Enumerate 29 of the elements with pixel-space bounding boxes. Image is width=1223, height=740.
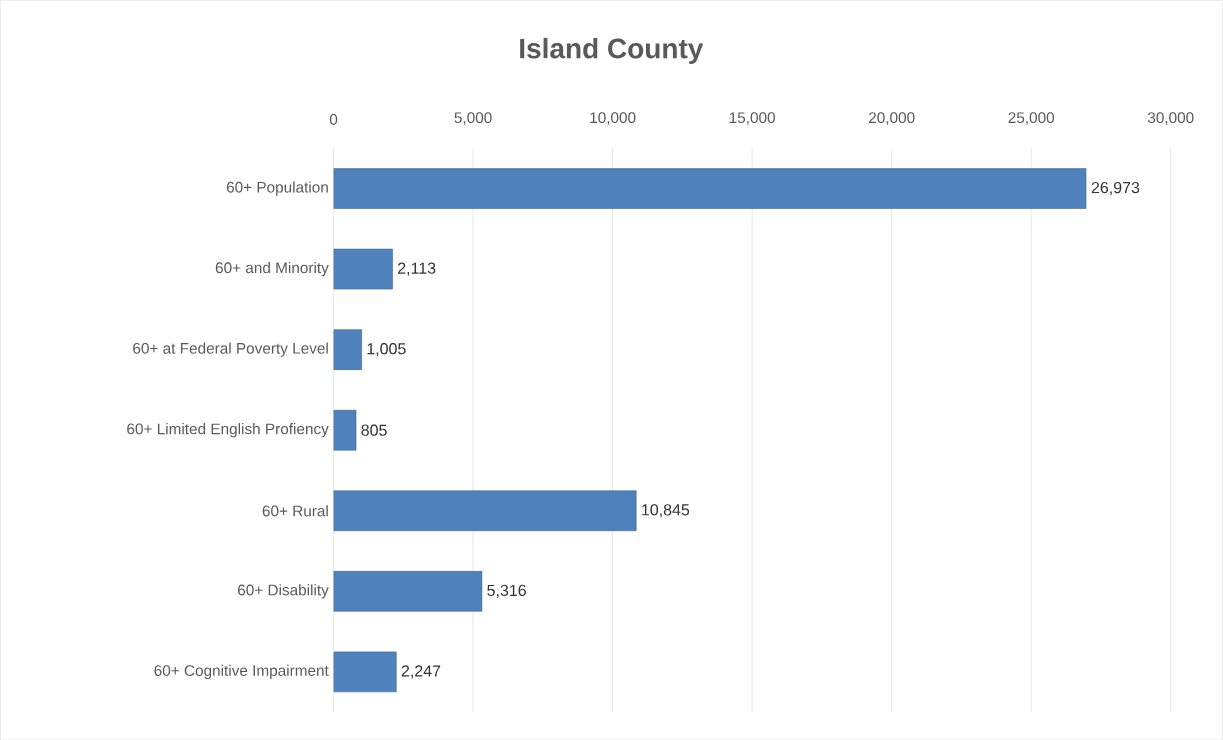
y-tick-label: 60+ and Minority <box>215 261 329 277</box>
bar <box>333 409 357 451</box>
data-label: 2,247 <box>401 665 441 679</box>
y-tick-label: 60+ Rural <box>262 504 328 517</box>
data-label: 2,113 <box>398 262 436 276</box>
y-tick-label: 60+ Population <box>226 181 328 196</box>
data-label: 26,973 <box>1091 181 1140 195</box>
x-tick-label: 15,000 <box>729 112 775 125</box>
y-tick-label: 60+ Limited English Profiency <box>127 422 329 438</box>
y-tick-label: 60+ Cognitive Impairment <box>154 664 329 679</box>
data-label: 1,005 <box>367 342 406 357</box>
data-label: 5,316 <box>487 584 526 598</box>
x-tick-label: 30,000 <box>1147 112 1194 125</box>
bar <box>333 651 397 692</box>
y-tick-label: 60+ Disability <box>238 583 329 599</box>
x-tick-label: 5,000 <box>454 112 492 125</box>
bar <box>333 168 1087 209</box>
x-tick-label: 0 <box>329 113 338 125</box>
chart-title: Island County <box>520 37 704 64</box>
data-label: 805 <box>361 424 387 436</box>
bar <box>333 570 483 612</box>
bar <box>333 248 393 290</box>
x-tick-label: 25,000 <box>1008 112 1055 125</box>
x-tick-label: 10,000 <box>590 112 636 125</box>
data-label: 10,845 <box>642 503 690 518</box>
bar <box>333 490 637 531</box>
bar <box>333 329 362 370</box>
x-tick-label: 20,000 <box>869 112 915 125</box>
y-tick-label: 60+ at Federal Poverty Level <box>133 342 328 357</box>
